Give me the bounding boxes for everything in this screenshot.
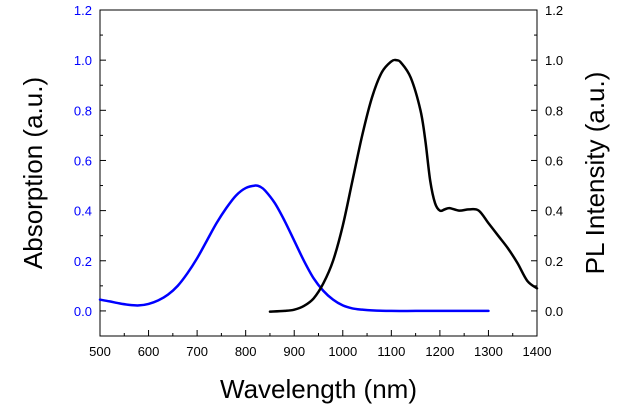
left-y-tick-label: 0.8: [74, 103, 92, 118]
left-y-tick-label: 0.4: [74, 204, 92, 219]
left-y-tick-label: 1.2: [74, 3, 92, 18]
right-y-tick-label: 0.6: [545, 153, 563, 168]
right-y-tick-label: 0.2: [545, 254, 563, 269]
x-tick-label: 900: [283, 344, 305, 359]
x-tick-label: 1200: [425, 344, 454, 359]
right-y-tick-label: 0.0: [545, 304, 563, 319]
data-series: [98, 58, 539, 313]
x-tick-label: 600: [138, 344, 160, 359]
right-y-tick-label: 1.0: [545, 53, 563, 68]
left-axis-title: Absorption (a.u.): [18, 77, 48, 269]
x-tick-label: 1100: [377, 344, 405, 359]
x-tick-label: 1300: [474, 344, 503, 359]
right-y-tick-label: 0.8: [545, 103, 563, 118]
x-tick-label: 1000: [328, 344, 357, 359]
left-y-tick-label: 0.0: [74, 304, 92, 319]
left-axis-ticks: 0.0 0.2 0.4 0.6 0.8 1.0 1.2: [74, 3, 106, 337]
left-y-tick-label: 0.2: [74, 254, 92, 269]
left-y-tick-label: 1.0: [74, 53, 92, 68]
x-tick-label: 800: [235, 344, 257, 359]
pl-intensity-line: [268, 58, 539, 313]
x-tick-label: 700: [186, 344, 208, 359]
right-axis-title: PL Intensity (a.u.): [580, 72, 610, 275]
x-axis-title: Wavelength (nm): [220, 374, 417, 404]
x-tick-label: 500: [89, 344, 111, 359]
right-y-tick-label: 0.4: [545, 204, 563, 219]
right-y-tick-label: 1.2: [545, 3, 563, 18]
left-y-tick-label: 0.6: [74, 153, 92, 168]
x-axis-ticks: 500 600 700 800 900 1000 1100 1200 1300 1400: [89, 330, 551, 359]
absorption-line: [98, 184, 490, 313]
x-tick-label: 1400: [523, 344, 552, 359]
right-axis-ticks: 0.0 0.2 0.4 0.6 0.8 1.0 1.2: [531, 3, 563, 337]
